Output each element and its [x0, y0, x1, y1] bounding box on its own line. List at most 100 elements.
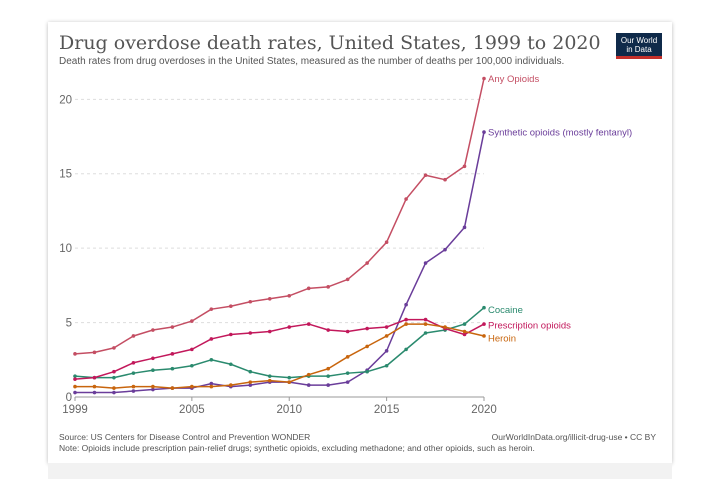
data-point[interactable]: [287, 293, 292, 298]
data-point[interactable]: [404, 197, 408, 201]
data-point[interactable]: [443, 247, 447, 252]
data-point[interactable]: [170, 366, 175, 371]
data-point[interactable]: [131, 389, 136, 393]
data-point[interactable]: [151, 356, 155, 361]
data-point[interactable]: [112, 390, 116, 395]
data-point[interactable]: [131, 371, 136, 375]
data-point[interactable]: [345, 380, 350, 384]
data-point[interactable]: [462, 322, 467, 326]
data-point[interactable]: [482, 322, 486, 326]
data-point[interactable]: [131, 360, 136, 365]
data-point[interactable]: [190, 363, 194, 368]
data-point[interactable]: [112, 346, 116, 350]
data-point[interactable]: [482, 305, 486, 310]
data-point[interactable]: [170, 352, 175, 356]
data-point[interactable]: [209, 357, 214, 362]
data-point[interactable]: [190, 384, 194, 389]
data-point[interactable]: [423, 322, 428, 326]
data-point[interactable]: [248, 380, 253, 384]
data-point[interactable]: [92, 375, 97, 380]
data-point[interactable]: [462, 329, 467, 334]
data-point[interactable]: [131, 334, 136, 338]
data-point[interactable]: [131, 384, 136, 389]
data-point[interactable]: [384, 349, 389, 353]
data-point[interactable]: [92, 350, 97, 355]
data-point[interactable]: [73, 352, 77, 356]
data-point[interactable]: [170, 325, 175, 329]
data-point[interactable]: [384, 334, 389, 338]
source-link[interactable]: OurWorldInData.org/illicit-drug-use • CC…: [491, 432, 656, 442]
data-point[interactable]: [345, 371, 350, 375]
data-point[interactable]: [404, 322, 408, 326]
data-point[interactable]: [482, 76, 486, 81]
data-point[interactable]: [443, 177, 447, 182]
data-point[interactable]: [190, 319, 194, 323]
data-point[interactable]: [384, 240, 389, 245]
data-point[interactable]: [345, 355, 350, 359]
data-point[interactable]: [482, 334, 486, 338]
series-line[interactable]: [74, 307, 485, 379]
data-point[interactable]: [462, 225, 467, 230]
data-point[interactable]: [384, 325, 389, 329]
data-point[interactable]: [112, 375, 116, 380]
data-point[interactable]: [287, 325, 292, 329]
data-point[interactable]: [287, 375, 292, 380]
data-point[interactable]: [73, 390, 77, 395]
data-point[interactable]: [112, 386, 116, 390]
data-point[interactable]: [190, 347, 194, 352]
data-point[interactable]: [365, 344, 369, 349]
data-point[interactable]: [248, 299, 253, 304]
data-point[interactable]: [73, 377, 77, 381]
data-point[interactable]: [365, 261, 369, 265]
data-point[interactable]: [209, 337, 214, 341]
data-point[interactable]: [73, 374, 77, 378]
data-point[interactable]: [170, 386, 175, 390]
data-point[interactable]: [423, 261, 428, 265]
data-point[interactable]: [287, 380, 292, 384]
data-point[interactable]: [151, 387, 155, 392]
data-point[interactable]: [267, 378, 272, 383]
data-point[interactable]: [112, 369, 116, 374]
data-point[interactable]: [92, 390, 97, 395]
data-point[interactable]: [248, 331, 253, 335]
data-point[interactable]: [443, 325, 447, 329]
data-point[interactable]: [229, 304, 233, 309]
series-line[interactable]: [75, 131, 485, 394]
data-point[interactable]: [365, 369, 369, 374]
data-point[interactable]: [404, 317, 408, 322]
data-point[interactable]: [248, 383, 253, 387]
data-point[interactable]: [267, 296, 272, 301]
data-point[interactable]: [384, 363, 389, 368]
data-point[interactable]: [73, 384, 77, 389]
data-point[interactable]: [482, 130, 486, 134]
data-point[interactable]: [326, 374, 330, 378]
data-point[interactable]: [423, 317, 428, 322]
data-point[interactable]: [209, 384, 214, 389]
data-point[interactable]: [345, 329, 350, 334]
data-point[interactable]: [248, 369, 253, 374]
series-line[interactable]: [75, 323, 485, 389]
data-point[interactable]: [306, 372, 311, 377]
data-point[interactable]: [326, 328, 330, 332]
data-point[interactable]: [92, 384, 97, 389]
data-point[interactable]: [151, 384, 155, 389]
data-point[interactable]: [229, 332, 233, 337]
data-point[interactable]: [209, 381, 214, 386]
data-point[interactable]: [326, 383, 330, 387]
data-point[interactable]: [326, 366, 330, 371]
owid-logo[interactable]: Our World in Data: [616, 33, 662, 59]
data-point[interactable]: [345, 277, 350, 282]
data-point[interactable]: [209, 307, 214, 311]
data-point[interactable]: [151, 328, 155, 332]
data-point[interactable]: [462, 332, 467, 337]
data-point[interactable]: [423, 173, 428, 178]
data-point[interactable]: [151, 368, 155, 373]
data-point[interactable]: [326, 285, 330, 289]
data-point[interactable]: [229, 362, 233, 367]
series-line[interactable]: [74, 78, 485, 355]
data-point[interactable]: [306, 383, 311, 387]
data-point[interactable]: [267, 329, 272, 334]
data-point[interactable]: [404, 302, 408, 307]
data-point[interactable]: [306, 286, 311, 291]
data-point[interactable]: [423, 331, 428, 335]
